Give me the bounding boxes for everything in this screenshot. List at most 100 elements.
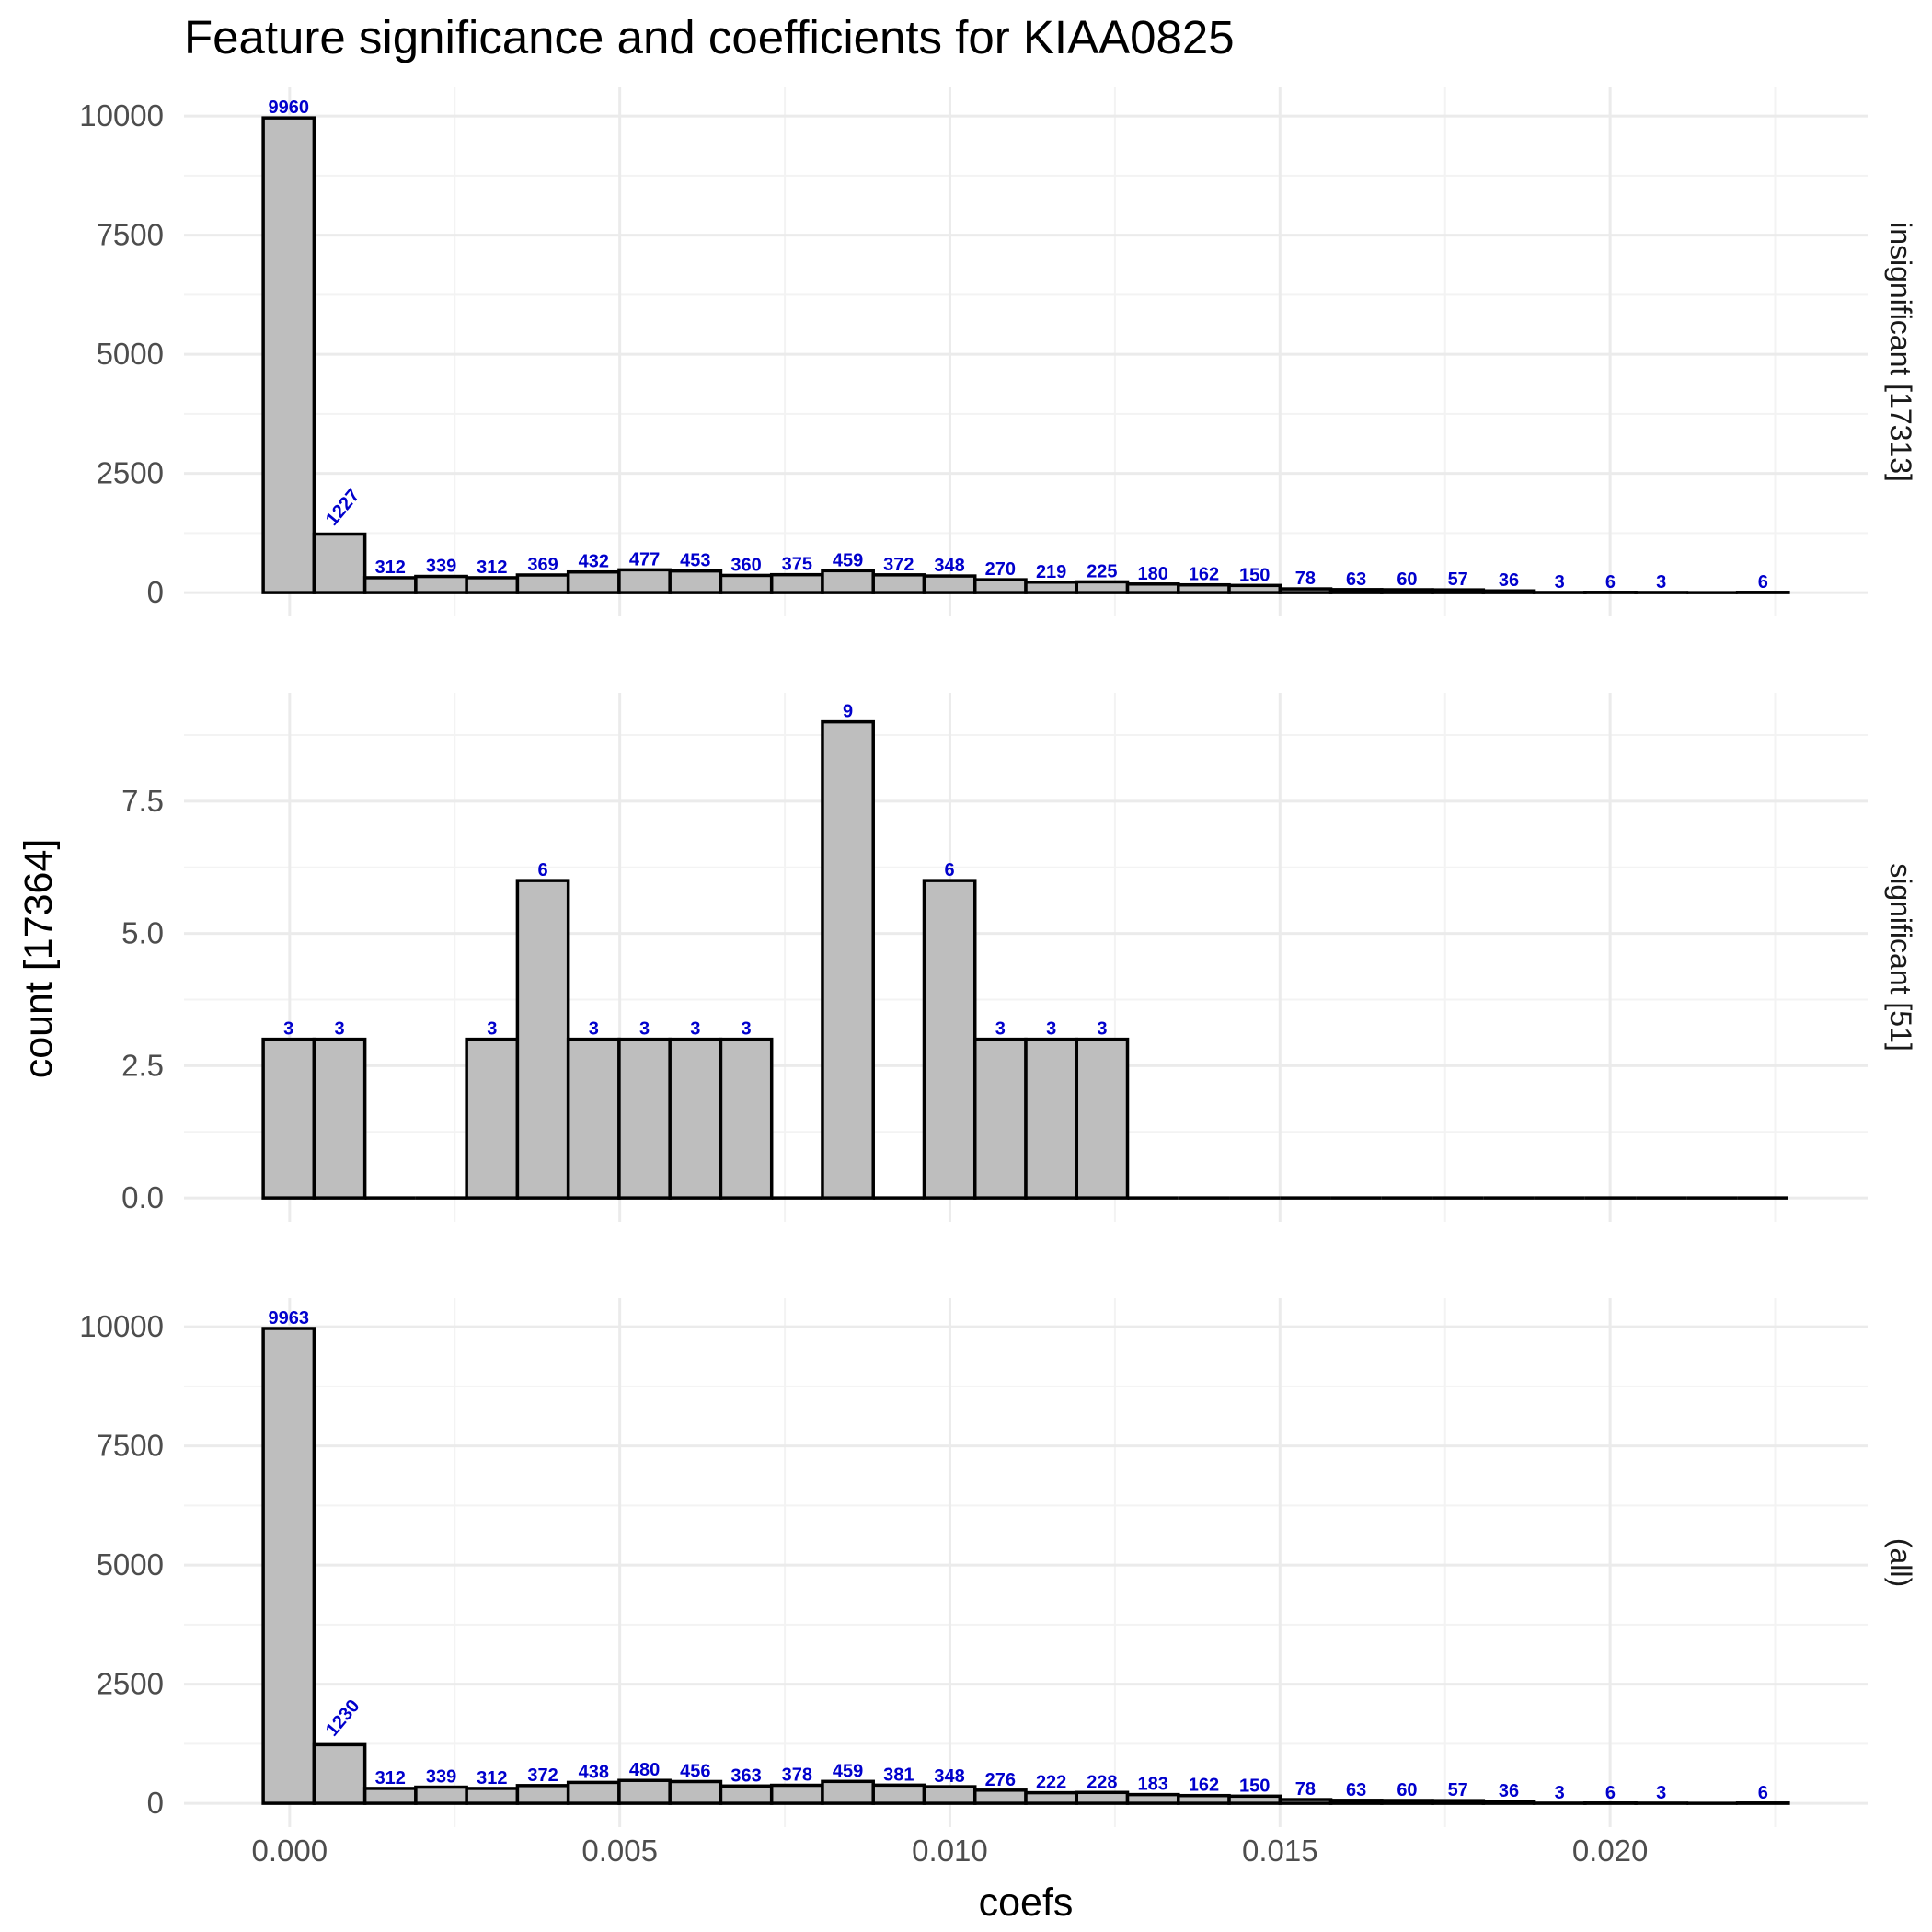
bar-value-label: 219 [1036, 562, 1066, 582]
histogram-bar [1431, 1799, 1486, 1805]
bar-value-label: 3 [589, 1019, 599, 1040]
facet-panel: 0 2500 5000 7500 10000 9960 1227 312 339 312 369 43… [79, 87, 1917, 616]
bar-value-label: 378 [782, 1765, 812, 1786]
histogram-bar [1380, 588, 1434, 594]
histogram-bar [769, 572, 824, 594]
bar-value-label: 6 [537, 860, 547, 880]
histogram-bar [465, 1037, 520, 1200]
facet-strip-label: insignificant [17313] [1884, 222, 1917, 482]
histogram-bar [922, 1785, 977, 1805]
facet-panel: 0.0 2.5 5.0 7.5 3 3 3 6 3 3 3 3 9 6 3 3 3 significant [51… [121, 693, 1917, 1222]
bar-value-label: 477 [629, 549, 660, 569]
facet-strip-label: (all) [1884, 1538, 1917, 1587]
y-tick-label: 2500 [97, 456, 164, 490]
bar-value-label: 372 [527, 1765, 558, 1786]
bar-value-label: 369 [527, 555, 558, 575]
bar-value-label: 312 [375, 1768, 406, 1788]
bar-value-label: 348 [934, 1766, 964, 1787]
bar-value-label: 36 [1499, 1781, 1519, 1801]
histogram-bar [312, 1742, 367, 1805]
y-tick-label: 7.5 [121, 784, 164, 818]
bar-value-label: 3 [995, 1019, 1006, 1040]
bar-value-label: 480 [629, 1760, 660, 1780]
histogram-bar [719, 1784, 774, 1805]
bar-value-label: 312 [477, 558, 507, 578]
histogram-bar [1278, 587, 1333, 594]
bar-value-label: 180 [1137, 564, 1167, 584]
bar-value-label: 63 [1346, 569, 1366, 590]
bar-value-label: 3 [1097, 1019, 1107, 1040]
bar-value-label: 438 [579, 1762, 609, 1782]
x-tick-label: 0.010 [912, 1834, 988, 1868]
chart-title: Feature significance and coefficients fo… [184, 11, 1235, 63]
histogram-bar [922, 879, 977, 1200]
histogram-bar [972, 578, 1028, 594]
histogram-bar [1075, 1037, 1130, 1200]
facet-strip-label: significant [51] [1884, 863, 1917, 1052]
histogram-bar [871, 573, 926, 594]
histogram-bar [668, 1037, 723, 1200]
histogram-bar [719, 1037, 774, 1200]
histogram-bar [769, 1783, 824, 1805]
facet-panel: 0 2500 5000 7500 10000 9963 1230 312 339 312 372 43… [79, 1298, 1917, 1827]
bar-value-label: 3 [1656, 1783, 1666, 1803]
histogram-bar [1328, 588, 1384, 594]
bar-value-label: 375 [782, 555, 812, 575]
histogram-bar [362, 576, 418, 594]
histogram-bar [1227, 1794, 1282, 1805]
histogram-bar [1328, 1799, 1384, 1805]
histogram-bar [515, 1784, 570, 1805]
bar-value-label: 150 [1239, 565, 1270, 585]
bar-value-label: 57 [1448, 1780, 1468, 1800]
histogram-bar [1075, 580, 1130, 594]
histogram-bar [1481, 589, 1536, 594]
bar-value-label: 9 [843, 702, 853, 722]
y-tick-label: 5.0 [121, 916, 164, 950]
bar-value-label: 1227 [322, 486, 363, 530]
histogram-bar [972, 1037, 1028, 1200]
histogram-bar [566, 1780, 621, 1805]
histogram-bar [668, 569, 723, 594]
bar-value-label: 3 [1555, 1783, 1565, 1803]
y-tick-label: 0.0 [121, 1180, 164, 1214]
bar-value-label: 3 [742, 1019, 752, 1040]
histogram-bar [668, 1779, 723, 1805]
histogram-bar [821, 569, 875, 594]
histogram-bar [1278, 1798, 1333, 1805]
bar-value-label: 228 [1087, 1772, 1117, 1792]
bar-value-label: 6 [945, 860, 955, 880]
x-tick-label: 0.020 [1572, 1834, 1649, 1868]
histogram-bar [1380, 1799, 1434, 1805]
histogram-bar [515, 573, 570, 594]
bar-value-label: 270 [985, 559, 1016, 580]
histogram-bar [871, 1783, 926, 1805]
bar-value-label: 36 [1499, 570, 1519, 591]
bar-value-label: 360 [730, 555, 761, 575]
bar-value-label: 1230 [322, 1696, 363, 1740]
bar-value-label: 3 [690, 1019, 700, 1040]
bar-value-label: 78 [1295, 569, 1316, 589]
histogram-bar [1024, 581, 1079, 594]
histogram-bar [972, 1788, 1028, 1805]
histogram-bar [465, 1787, 520, 1805]
histogram-bar [362, 1787, 418, 1805]
bar-value-label: 225 [1087, 561, 1117, 581]
histogram-bar [312, 1037, 367, 1200]
histogram-bar [821, 1779, 875, 1805]
bar-value-label: 60 [1397, 1780, 1417, 1800]
bar-value-label: 339 [426, 1767, 456, 1788]
histogram-bar [1177, 1793, 1231, 1805]
x-tick-label: 0.000 [252, 1834, 328, 1868]
bar-value-label: 3 [487, 1019, 497, 1040]
histogram-bar [1125, 1792, 1180, 1805]
bar-value-label: 3 [1555, 572, 1565, 592]
histogram-bar [515, 879, 570, 1200]
histogram-bar [261, 116, 316, 594]
bar-value-label: 9960 [268, 98, 309, 118]
bar-value-label: 453 [680, 551, 710, 571]
y-tick-label: 0 [147, 1786, 164, 1820]
bar-value-label: 312 [375, 558, 406, 578]
x-axis-title: coefs [979, 1880, 1074, 1925]
